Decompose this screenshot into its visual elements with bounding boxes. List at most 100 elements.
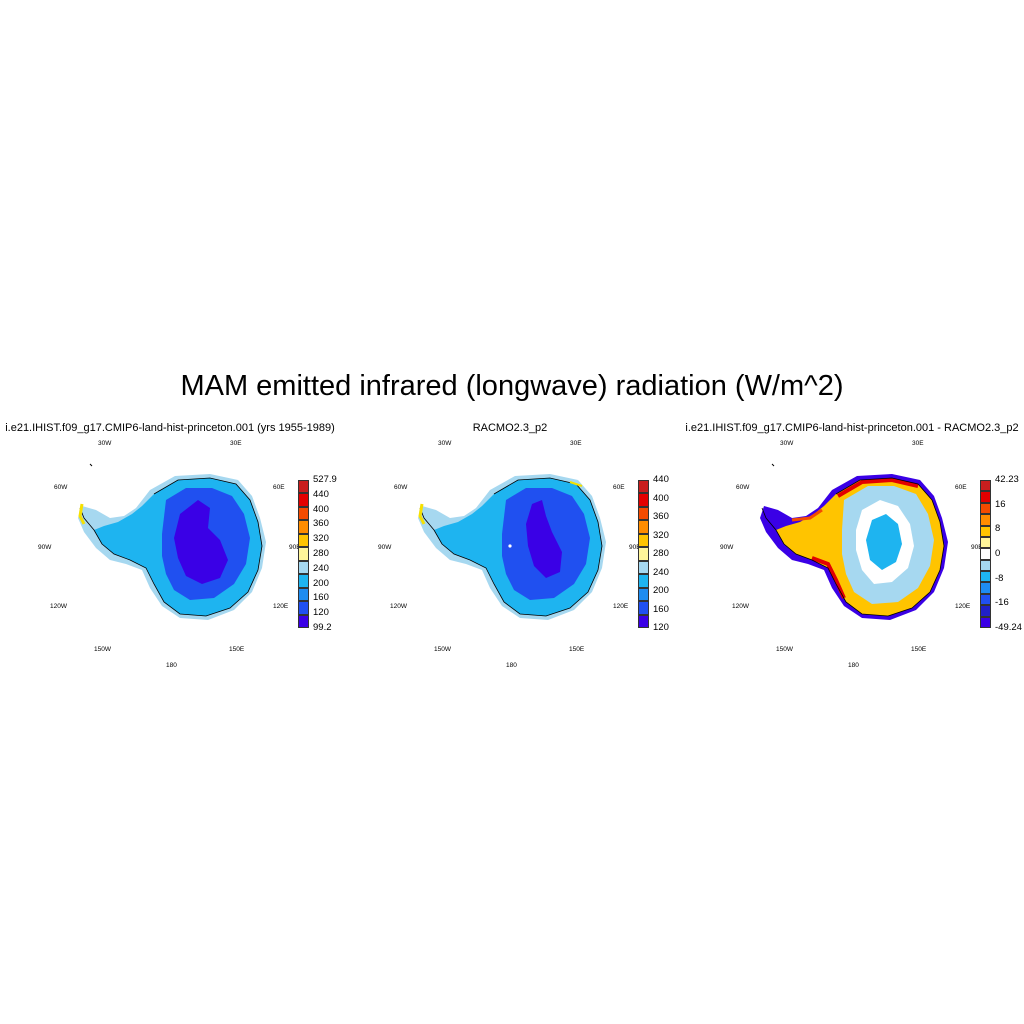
colorbar-segment [980, 502, 991, 515]
colorbar-label: 400 [313, 503, 329, 515]
lon-label-60w: 60W [736, 484, 750, 491]
colorbar-segment [638, 480, 649, 494]
lon-label-120w: 120W [732, 603, 749, 610]
colorbar-segment [980, 480, 991, 492]
colorbar-label: -16 [995, 597, 1009, 609]
colorbar-label: 99.2 [313, 622, 332, 633]
colorbar-segment [980, 491, 991, 503]
colorbar-segment [980, 514, 991, 526]
colorbar-label: 440 [653, 474, 669, 485]
lon-label-120w: 120W [390, 603, 407, 610]
lon-label-150e: 150E [911, 646, 927, 653]
lon-label-60e: 60E [273, 484, 285, 491]
colorbar-label: 120 [313, 607, 329, 619]
lon-label-120e: 120E [273, 603, 289, 610]
panel-title: i.e21.IHIST.f09_g17.CMIP6-land-hist-prin… [685, 422, 1019, 434]
colorbar-segment [980, 536, 991, 549]
colorbar-segment [980, 605, 991, 617]
colorbar-segment [638, 614, 649, 628]
colorbar-segment [638, 533, 649, 548]
panel-model: i.e21.IHIST.f09_g17.CMIP6-land-hist-prin… [0, 420, 340, 680]
antarctica-map [418, 474, 606, 620]
colorbar-segment [980, 571, 991, 583]
colorbar-label: 527.9 [313, 474, 337, 485]
lon-label-90e: 90E [629, 544, 641, 551]
panel-title: RACMO2.3_p2 [472, 422, 548, 434]
colorbar-label: 0 [995, 548, 1001, 559]
colorbar-label: 280 [313, 548, 329, 559]
antarctica-map [760, 463, 948, 620]
lon-label-90e: 90E [971, 544, 983, 551]
lon-label-30w: 30W [98, 440, 112, 447]
colorbar-segment [638, 493, 649, 507]
colorbar-segment [638, 506, 649, 521]
colorbar-segment [638, 601, 649, 615]
colorbar-segment [980, 525, 991, 537]
colorbar-label: 120 [653, 622, 669, 633]
colorbar-label: 200 [313, 577, 329, 589]
colorbar-segment [980, 616, 991, 628]
colorbar-label: 240 [653, 566, 669, 578]
lon-label-60w: 60W [394, 484, 408, 491]
colorbar-segment [298, 493, 309, 507]
lon-label-90w: 90W [38, 544, 52, 551]
colorbar-segment [298, 533, 309, 548]
colorbar-label: 400 [653, 492, 669, 504]
colorbar-label: 160 [313, 592, 329, 604]
lon-label-150w: 150W [94, 646, 111, 653]
colorbar-label: 360 [653, 511, 669, 522]
lon-label-90e: 90E [289, 544, 301, 551]
colorbar-segment [980, 582, 991, 594]
colorbar-segment [980, 593, 991, 606]
colorbar-segment [638, 547, 649, 561]
colorbar-segment [298, 560, 309, 575]
antarctica-map [78, 463, 266, 620]
colorbar-segment [638, 560, 649, 575]
lon-label-180: 180 [506, 662, 517, 669]
lon-label-60e: 60E [955, 484, 967, 491]
colorbar-label: 320 [653, 529, 669, 541]
colorbar-label: 160 [653, 603, 669, 615]
colorbar-label: 16 [995, 498, 1006, 510]
colorbar-segment [298, 480, 309, 494]
lon-label-180: 180 [166, 662, 177, 669]
lon-label-180: 180 [848, 662, 859, 669]
colorbar-label: -49.24 [995, 622, 1022, 633]
lon-label-120e: 120E [613, 603, 629, 610]
colorbar-label: -8 [995, 572, 1004, 584]
lon-label-150e: 150E [229, 646, 245, 653]
lon-label-120w: 120W [50, 603, 67, 610]
colorbar-label: 280 [653, 548, 669, 559]
lon-label-90w: 90W [378, 544, 392, 551]
colorbar-segment [980, 548, 991, 560]
lon-label-90w: 90W [720, 544, 734, 551]
colorbar-label: 360 [313, 518, 329, 530]
figure-title: MAM emitted infrared (longwave) radiatio… [180, 370, 844, 402]
colorbar-label: 8 [995, 523, 1001, 535]
panel-difference: i.e21.IHIST.f09_g17.CMIP6-land-hist-prin… [682, 420, 1022, 680]
colorbar-label: 440 [313, 488, 329, 500]
lon-label-60w: 60W [54, 484, 68, 491]
colorbar-segment [980, 559, 991, 571]
lon-label-150w: 150W [776, 646, 793, 653]
lon-label-120e: 120E [955, 603, 971, 610]
panel-title: i.e21.IHIST.f09_g17.CMIP6-land-hist-prin… [5, 422, 335, 434]
colorbar-segment [638, 520, 649, 534]
colorbar-segment [298, 601, 309, 615]
panel-racmo: RACMO2.3_p2 30W 30E 60W 60E 90W 90E 120W… [340, 420, 680, 680]
colorbar-segment [298, 614, 309, 628]
colorbar-segment [638, 574, 649, 588]
colorbar-label: 200 [653, 585, 669, 596]
colorbar-label: 42.23 [995, 474, 1019, 485]
colorbar-segment [298, 506, 309, 521]
colorbar [980, 480, 991, 628]
colorbar [638, 480, 649, 628]
lon-label-30w: 30W [438, 440, 452, 447]
colorbar-segment [638, 587, 649, 602]
colorbar-label: 240 [313, 562, 329, 574]
lon-label-30e: 30E [230, 440, 242, 447]
lon-label-150w: 150W [434, 646, 451, 653]
colorbar-label: 320 [313, 533, 329, 545]
lon-label-30e: 30E [570, 440, 582, 447]
lon-label-30w: 30W [780, 440, 794, 447]
